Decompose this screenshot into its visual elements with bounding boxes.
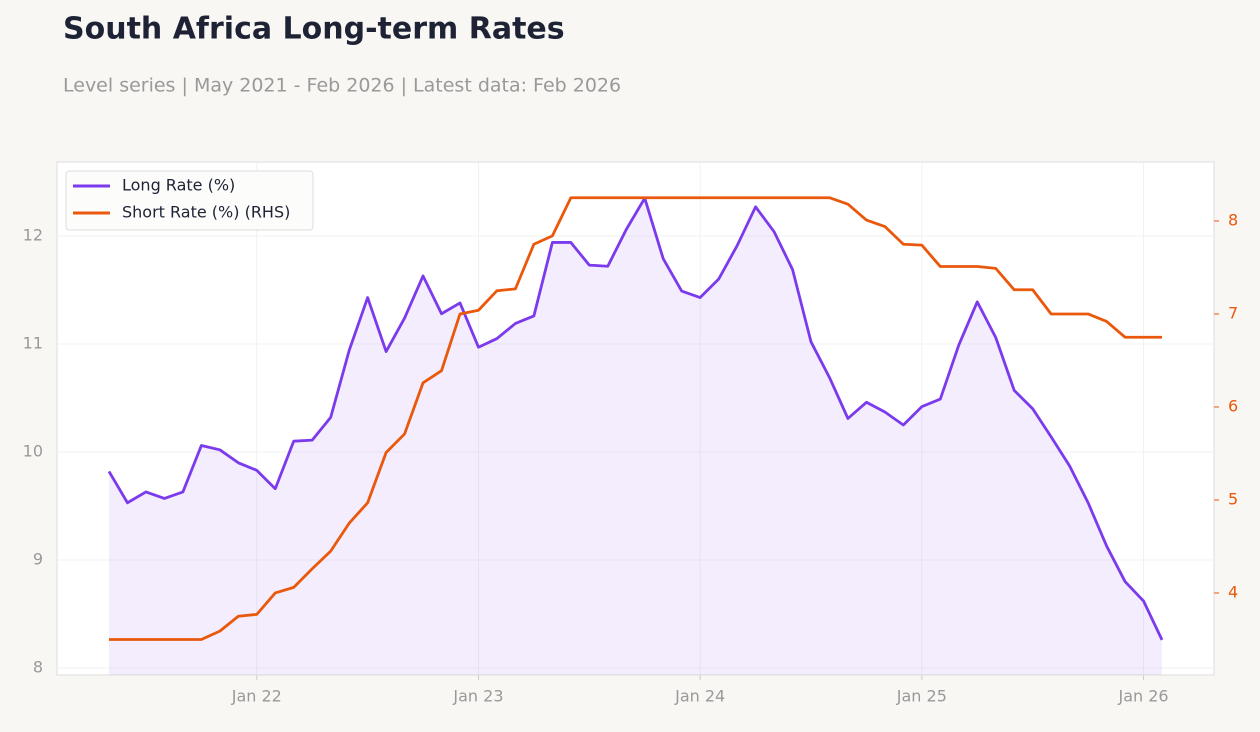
x-tick-label: Jan 25 bbox=[896, 687, 947, 706]
legend-label: Short Rate (%) (RHS) bbox=[122, 203, 290, 222]
plot-area bbox=[56, 161, 1215, 676]
y2-tick-label: 4 bbox=[1228, 582, 1238, 601]
y-tick-label: 9 bbox=[33, 549, 43, 568]
line bbox=[109, 196, 1162, 641]
y-tick-label: 10 bbox=[23, 441, 43, 460]
line bbox=[107, 196, 1164, 641]
y2-tick-label: 5 bbox=[1228, 489, 1238, 508]
y-tick-label: 12 bbox=[23, 225, 43, 244]
y-tick-label: 8 bbox=[33, 657, 43, 676]
chart-title: South Africa Long-term Rates bbox=[63, 12, 565, 47]
y2-tick-label: 7 bbox=[1228, 303, 1238, 322]
y2-tick-label: 6 bbox=[1228, 396, 1238, 415]
area bbox=[109, 198, 1162, 675]
x-tick-label: Jan 23 bbox=[452, 687, 503, 706]
legend-box bbox=[65, 170, 314, 231]
x-tick-label: Jan 22 bbox=[231, 687, 282, 706]
y-tick-label: 11 bbox=[23, 333, 43, 352]
legend-label: Long Rate (%) bbox=[122, 176, 235, 195]
y2-tick-label: 8 bbox=[1228, 210, 1238, 229]
x-tick-label: Jan 26 bbox=[1117, 687, 1168, 706]
chart-subtitle: Level series | May 2021 - Feb 2026 | Lat… bbox=[63, 75, 621, 97]
x-tick-label: Jan 24 bbox=[674, 687, 725, 706]
